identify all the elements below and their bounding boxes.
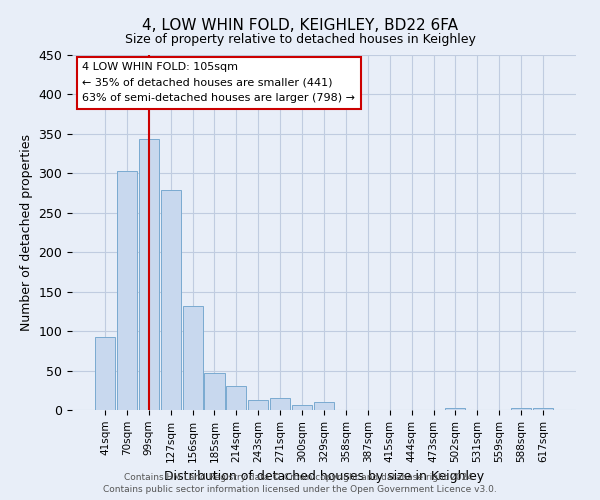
Bar xyxy=(117,171,137,410)
Bar xyxy=(226,386,247,410)
Bar xyxy=(533,408,553,410)
Text: Size of property relative to detached houses in Keighley: Size of property relative to detached ho… xyxy=(125,32,475,46)
Bar xyxy=(445,408,466,410)
X-axis label: Distribution of detached houses by size in Keighley: Distribution of detached houses by size … xyxy=(164,470,484,483)
Bar xyxy=(314,402,334,410)
Bar xyxy=(248,400,268,410)
Bar xyxy=(139,140,159,410)
Text: Contains public sector information licensed under the Open Government Licence v3: Contains public sector information licen… xyxy=(103,484,497,494)
Bar xyxy=(205,373,224,410)
Bar xyxy=(95,336,115,410)
Text: Contains HM Land Registry data © Crown copyright and database right 2024.: Contains HM Land Registry data © Crown c… xyxy=(124,473,476,482)
Text: 4, LOW WHIN FOLD, KEIGHLEY, BD22 6FA: 4, LOW WHIN FOLD, KEIGHLEY, BD22 6FA xyxy=(142,18,458,32)
Text: 4 LOW WHIN FOLD: 105sqm
← 35% of detached houses are smaller (441)
63% of semi-d: 4 LOW WHIN FOLD: 105sqm ← 35% of detache… xyxy=(82,62,355,104)
Bar xyxy=(270,398,290,410)
Bar xyxy=(161,190,181,410)
Y-axis label: Number of detached properties: Number of detached properties xyxy=(20,134,33,331)
Bar xyxy=(182,306,203,410)
Bar xyxy=(292,406,312,410)
Bar xyxy=(511,408,531,410)
